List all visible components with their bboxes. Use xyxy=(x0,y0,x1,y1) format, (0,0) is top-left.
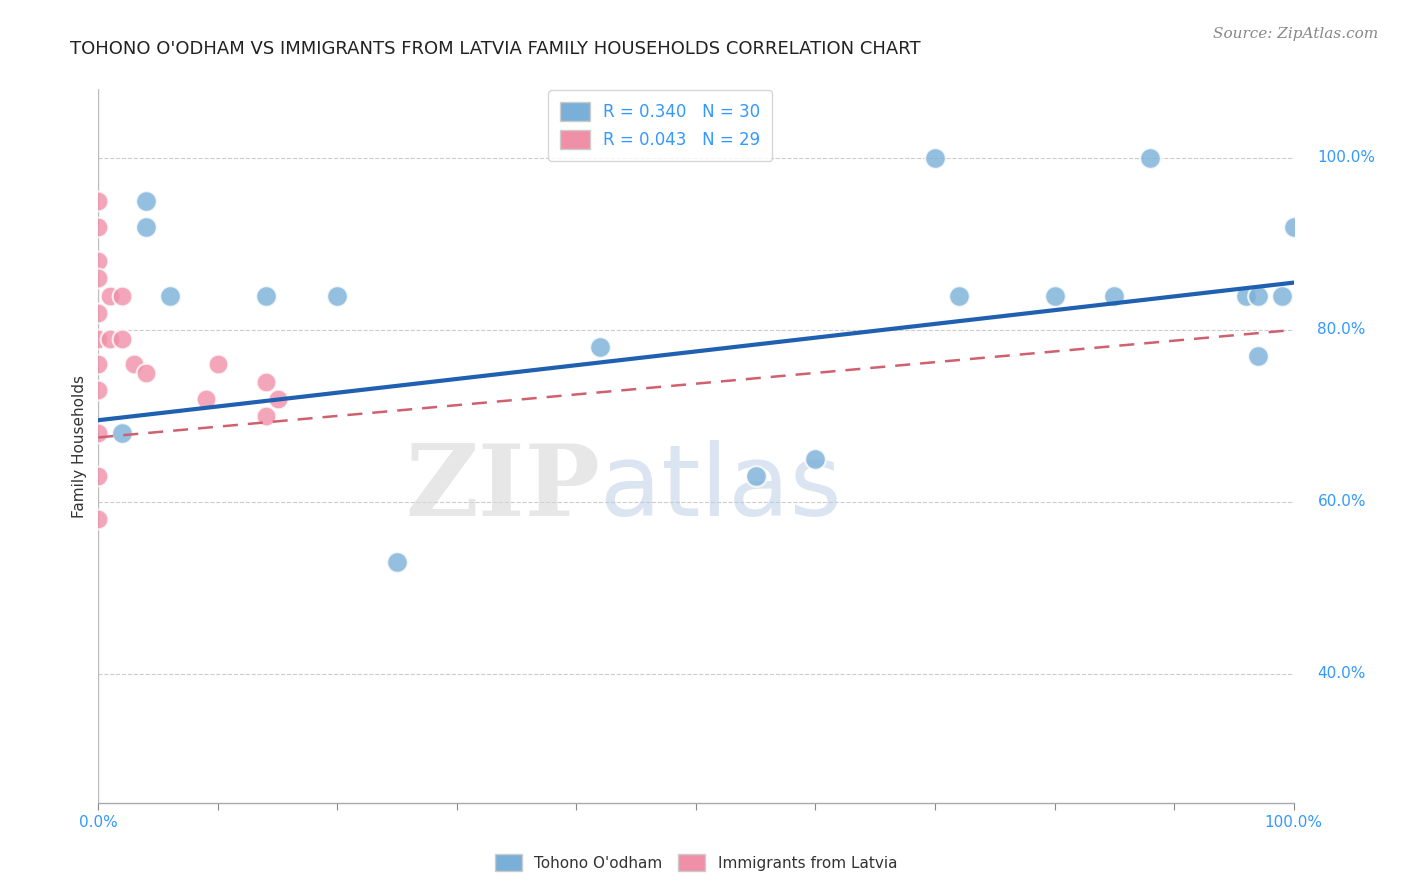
Point xyxy=(111,332,134,346)
Point xyxy=(254,288,277,302)
Point xyxy=(111,288,134,302)
Text: 100.0%: 100.0% xyxy=(1317,151,1375,166)
Point xyxy=(948,288,970,302)
Point xyxy=(87,254,110,268)
Point xyxy=(1102,288,1125,302)
Point xyxy=(745,469,768,483)
Text: 60.0%: 60.0% xyxy=(1317,494,1365,509)
Point xyxy=(326,288,349,302)
Point xyxy=(124,357,146,371)
Point xyxy=(804,451,827,466)
Point xyxy=(87,271,110,285)
Point xyxy=(194,392,217,406)
Point xyxy=(111,426,134,441)
Point xyxy=(1282,219,1305,234)
Legend: Tohono O'odham, Immigrants from Latvia: Tohono O'odham, Immigrants from Latvia xyxy=(489,848,903,877)
Point xyxy=(254,409,277,423)
Text: 80.0%: 80.0% xyxy=(1317,322,1365,337)
Point xyxy=(87,383,110,397)
Point xyxy=(1271,288,1294,302)
Point xyxy=(207,357,229,371)
Point xyxy=(87,306,110,320)
Point xyxy=(87,332,110,346)
Point xyxy=(135,219,157,234)
Text: Source: ZipAtlas.com: Source: ZipAtlas.com xyxy=(1212,27,1378,41)
Point xyxy=(87,357,110,371)
Point xyxy=(254,375,277,389)
Point xyxy=(87,194,110,208)
Text: ZIP: ZIP xyxy=(405,441,600,537)
Text: atlas: atlas xyxy=(600,441,842,537)
Point xyxy=(1234,288,1257,302)
Point xyxy=(98,288,122,302)
Point xyxy=(1139,151,1161,165)
Point xyxy=(267,392,290,406)
Point xyxy=(1246,288,1268,302)
Point xyxy=(87,219,110,234)
Y-axis label: Family Households: Family Households xyxy=(72,375,87,517)
Text: TOHONO O'ODHAM VS IMMIGRANTS FROM LATVIA FAMILY HOUSEHOLDS CORRELATION CHART: TOHONO O'ODHAM VS IMMIGRANTS FROM LATVIA… xyxy=(70,40,921,58)
Point xyxy=(589,340,612,354)
Point xyxy=(135,194,157,208)
Point xyxy=(98,332,122,346)
Point xyxy=(1246,349,1268,363)
Point xyxy=(87,469,110,483)
Point xyxy=(159,288,181,302)
Point xyxy=(924,151,946,165)
Point xyxy=(87,512,110,526)
Point xyxy=(385,555,409,569)
Point xyxy=(1043,288,1066,302)
Point xyxy=(135,366,157,380)
Point xyxy=(87,426,110,441)
Text: 40.0%: 40.0% xyxy=(1317,666,1365,681)
